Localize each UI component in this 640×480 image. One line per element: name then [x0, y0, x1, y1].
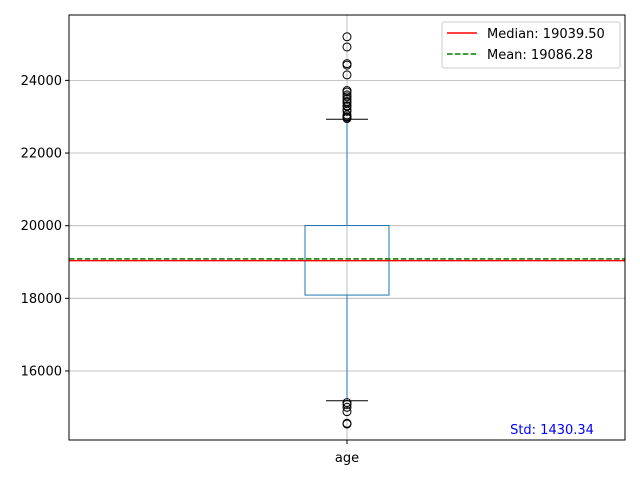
- outlier-point: [342, 101, 352, 111]
- outlier-point: [342, 418, 352, 428]
- outlier-point: [342, 59, 352, 69]
- outlier-point: [342, 398, 352, 408]
- outlier-point: [342, 402, 352, 412]
- legend-median-label: Median: 19039.50: [487, 27, 605, 42]
- outlier-point: [342, 407, 352, 417]
- outliers: [342, 32, 352, 429]
- y-tick-label: 20000: [21, 219, 62, 234]
- legend-box: [441, 21, 621, 69]
- outlier-point: [342, 86, 352, 96]
- y-tick-label: 22000: [21, 147, 62, 162]
- y-tick-label: 24000: [21, 74, 62, 89]
- x-tick-label: age: [335, 451, 359, 466]
- y-tick-label: 16000: [21, 364, 62, 379]
- reference-lines: [69, 258, 625, 262]
- legend: Median: 19039.50 Mean: 19086.28: [441, 21, 621, 69]
- outlier-point: [342, 32, 352, 42]
- outlier-point: [342, 42, 352, 52]
- outlier-point: [342, 90, 352, 100]
- outlier-point: [342, 70, 352, 80]
- std-annotation: Std: 1430.34: [510, 423, 594, 438]
- axis-ticks: 16000 18000 20000 22000 24000 age: [21, 74, 359, 466]
- outlier-point: [342, 94, 352, 104]
- legend-mean-label: Mean: 19086.28: [487, 48, 593, 63]
- y-tick-label: 18000: [21, 292, 62, 307]
- outlier-point: [342, 96, 352, 106]
